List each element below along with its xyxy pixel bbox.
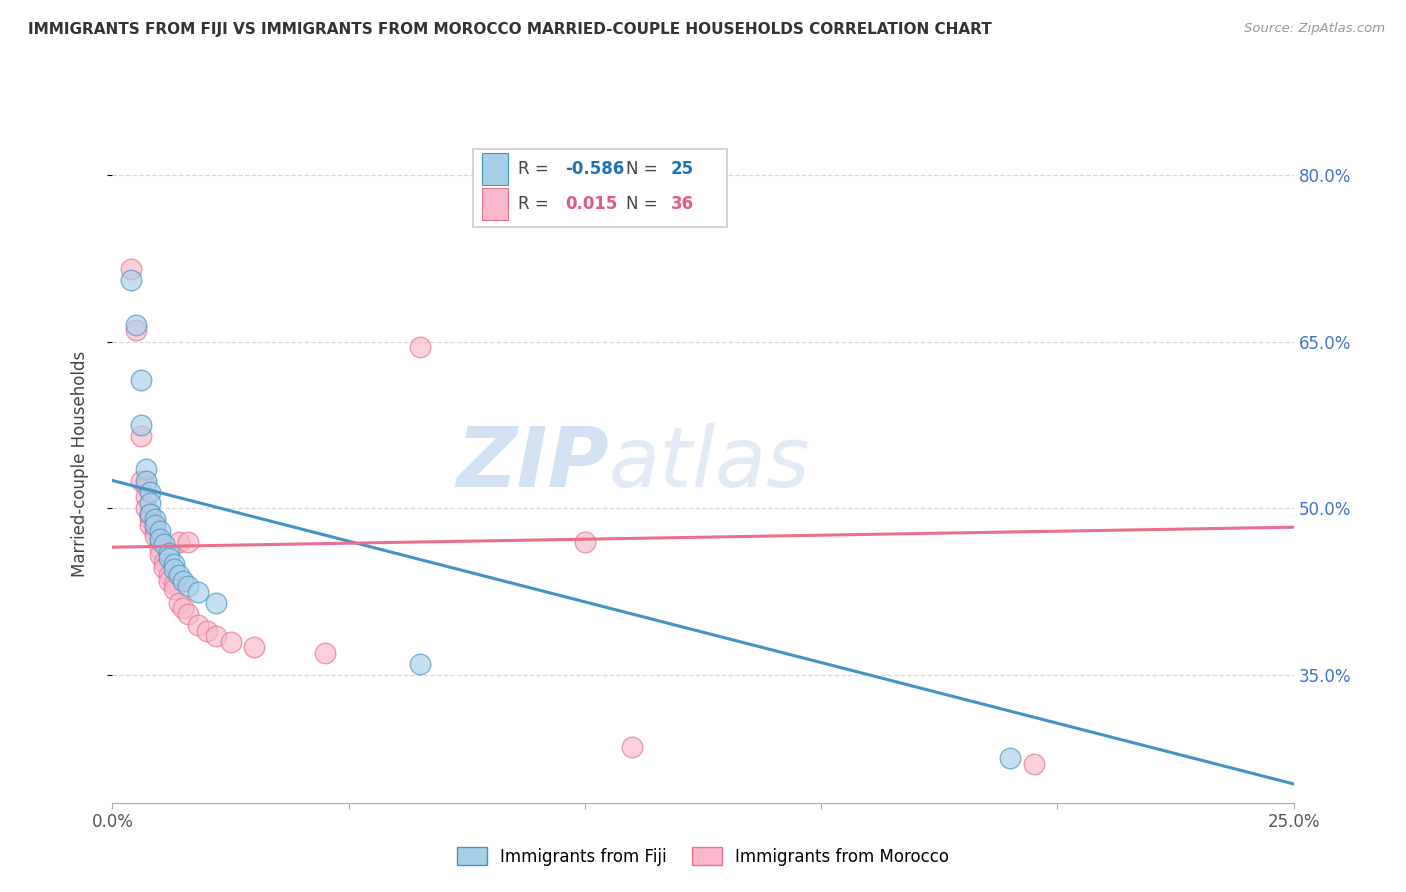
- Text: 25: 25: [671, 160, 695, 178]
- Point: [143, 529, 166, 543]
- Text: -0.586: -0.586: [565, 160, 624, 178]
- Point: [205, 596, 228, 610]
- Point: [219, 634, 242, 648]
- Text: ZIP: ZIP: [456, 424, 609, 504]
- Point: [129, 474, 152, 488]
- Point: [167, 596, 190, 610]
- Point: [163, 557, 186, 571]
- Point: [153, 555, 176, 569]
- Text: N =: N =: [626, 195, 664, 213]
- Point: [120, 273, 142, 287]
- Point: [135, 462, 157, 476]
- Point: [205, 629, 228, 643]
- Point: [139, 507, 162, 521]
- Point: [143, 518, 166, 533]
- Text: atlas: atlas: [609, 424, 810, 504]
- Point: [139, 484, 162, 499]
- Point: [153, 537, 176, 551]
- Point: [172, 574, 194, 588]
- Point: [195, 624, 218, 638]
- Point: [139, 496, 162, 510]
- Text: 0.015: 0.015: [565, 195, 617, 213]
- Point: [186, 584, 208, 599]
- Point: [177, 607, 200, 621]
- Point: [125, 318, 148, 332]
- Point: [149, 524, 172, 538]
- Point: [129, 429, 152, 443]
- Point: [153, 561, 176, 575]
- Point: [177, 579, 200, 593]
- Point: [167, 534, 190, 549]
- Point: [163, 562, 186, 576]
- Text: R =: R =: [517, 195, 554, 213]
- Point: [1022, 756, 1045, 771]
- Point: [186, 618, 208, 632]
- Point: [621, 740, 644, 755]
- Point: [149, 542, 172, 557]
- Point: [243, 640, 266, 655]
- Point: [139, 518, 162, 533]
- Point: [149, 533, 172, 547]
- Point: [167, 568, 190, 582]
- Point: [129, 374, 152, 388]
- Point: [135, 490, 157, 504]
- Point: [125, 323, 148, 337]
- Y-axis label: Married-couple Households: Married-couple Households: [70, 351, 89, 577]
- Text: N =: N =: [626, 160, 664, 178]
- Point: [135, 501, 157, 516]
- Point: [129, 417, 152, 432]
- Point: [157, 568, 180, 582]
- Bar: [482, 188, 508, 220]
- Point: [408, 340, 430, 354]
- Point: [149, 534, 172, 549]
- Point: [163, 577, 186, 591]
- Bar: [482, 153, 508, 186]
- Legend: Immigrants from Fiji, Immigrants from Morocco: Immigrants from Fiji, Immigrants from Mo…: [450, 840, 956, 872]
- Point: [157, 551, 180, 566]
- Point: [143, 512, 166, 526]
- Point: [177, 534, 200, 549]
- Point: [157, 546, 180, 560]
- Point: [139, 512, 162, 526]
- Point: [314, 646, 336, 660]
- Point: [120, 262, 142, 277]
- Text: Source: ZipAtlas.com: Source: ZipAtlas.com: [1244, 22, 1385, 36]
- Point: [135, 474, 157, 488]
- Point: [172, 601, 194, 615]
- Point: [139, 507, 162, 521]
- FancyBboxPatch shape: [472, 149, 727, 227]
- Point: [143, 524, 166, 538]
- Point: [998, 751, 1021, 765]
- Point: [163, 582, 186, 597]
- Point: [574, 534, 596, 549]
- Point: [135, 479, 157, 493]
- Text: 36: 36: [671, 195, 695, 213]
- Text: R =: R =: [517, 160, 554, 178]
- Point: [157, 574, 180, 588]
- Point: [408, 657, 430, 671]
- Point: [149, 548, 172, 562]
- Text: IMMIGRANTS FROM FIJI VS IMMIGRANTS FROM MOROCCO MARRIED-COUPLE HOUSEHOLDS CORREL: IMMIGRANTS FROM FIJI VS IMMIGRANTS FROM …: [28, 22, 991, 37]
